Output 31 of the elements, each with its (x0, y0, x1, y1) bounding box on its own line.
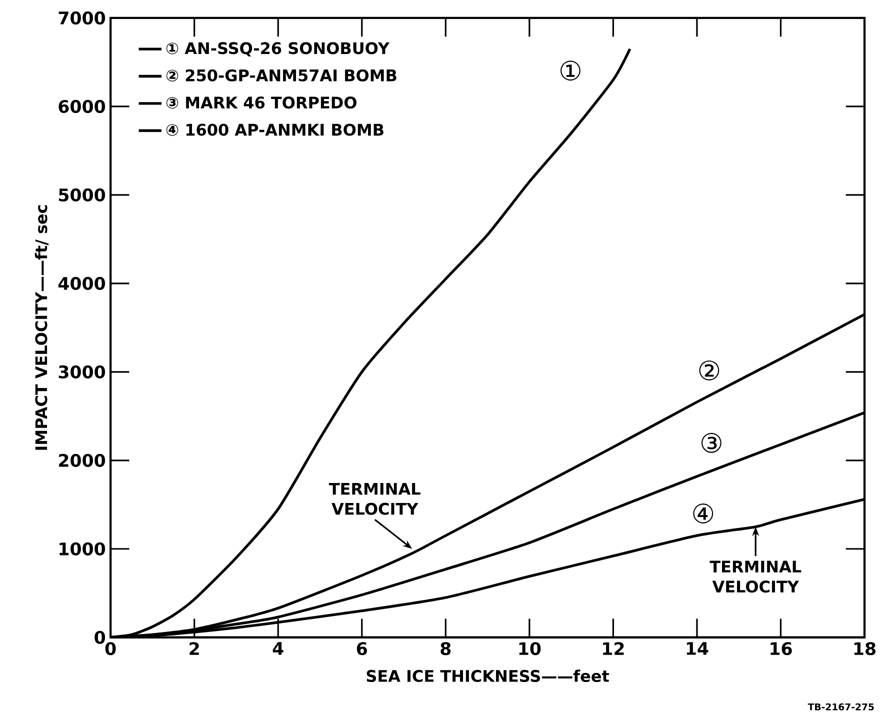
legend-label: ③ MARK 46 TORPEDO (166, 96, 356, 108)
annotation: TERMINAL VELOCITY (710, 560, 802, 592)
x-tick-label: 6 (356, 642, 367, 656)
x-axis-title: SEA ICE THICKNESS——feet (366, 670, 610, 682)
y-tick-label: 5000 (59, 188, 106, 202)
y-tick-label: 7000 (58, 11, 106, 24)
y-tick-label: 1000 (60, 542, 106, 556)
x-tick-label: 16 (770, 642, 792, 656)
y-tick-label: 2000 (59, 454, 106, 467)
x-tick-label: 8 (440, 642, 451, 656)
y-axis-title: IMPACT VELOCITY——ft/ sec (34, 205, 49, 450)
annotation: ④ (693, 503, 714, 524)
annotation: TERMINAL VELOCITY (328, 482, 420, 515)
legend-label: ① AN-SSQ-26 SONOBUOY (166, 42, 390, 56)
y-tick-label: 4000 (58, 276, 106, 290)
x-tick-label: 2 (190, 642, 199, 655)
y-tick-label: 6000 (58, 100, 106, 113)
annotation: ③ (702, 432, 722, 453)
x-tick-label: 4 (272, 642, 284, 655)
y-tick-label: 3000 (58, 365, 106, 378)
legend-label: ② 250-GP-ANM57AI BOMB (166, 69, 396, 82)
x-tick-label: 12 (603, 642, 624, 655)
legend-label: ④ 1600 AP-ANMKI BOMB (166, 124, 384, 136)
x-tick-label: 0 (105, 642, 116, 656)
annotation: ① (560, 60, 580, 80)
annotation: ② (699, 360, 720, 380)
x-tick-label: 10 (519, 642, 541, 656)
text: TB-2167-275 (808, 703, 874, 710)
y-tick-label: 0 (94, 630, 106, 644)
x-tick-label: 18 (854, 642, 876, 656)
x-tick-label: 14 (686, 642, 708, 655)
